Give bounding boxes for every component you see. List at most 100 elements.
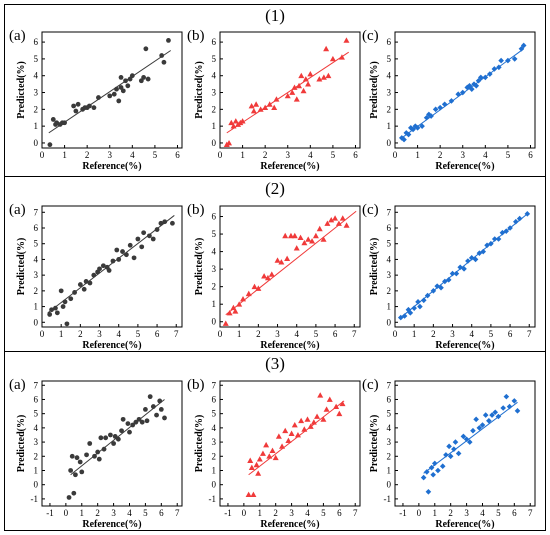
data-point [250, 491, 257, 498]
data-point [125, 421, 131, 427]
data-point [408, 125, 414, 131]
x-tick-label: 0 [393, 329, 398, 339]
panel-label: (a) [9, 202, 26, 218]
y-tick-label: 7 [34, 380, 39, 390]
data-point [158, 407, 164, 412]
data-point [261, 273, 268, 279]
data-point [478, 74, 484, 81]
data-point [473, 416, 479, 423]
data-point [54, 310, 60, 316]
x-tick-label: 2 [431, 329, 436, 339]
data-point [96, 456, 102, 462]
data-point [50, 117, 56, 122]
data-point [475, 77, 482, 84]
data-point [143, 46, 149, 52]
data-point [466, 439, 473, 445]
data-point [245, 491, 252, 498]
data-point [154, 412, 159, 418]
x-tick-label: 7 [175, 508, 180, 518]
data-point [262, 104, 269, 111]
data-point [301, 239, 308, 246]
data-point [150, 236, 156, 242]
data-point [305, 236, 312, 242]
plot-frame [219, 380, 361, 507]
y-tick-label: 1 [212, 121, 217, 131]
data-point [401, 136, 407, 143]
data-point [442, 278, 448, 285]
x-tick-label: 4 [308, 150, 313, 160]
data-point [75, 101, 81, 107]
data-point [110, 258, 116, 264]
data-point [298, 72, 305, 79]
y-tick-label: 6 [212, 212, 217, 222]
data-point [293, 245, 300, 251]
data-point [428, 464, 435, 471]
data-point [120, 249, 125, 254]
data-point [245, 290, 252, 297]
data-point [91, 105, 97, 111]
data-point [296, 82, 303, 89]
data-point [253, 101, 260, 107]
x-tick-label: 3 [460, 150, 465, 160]
data-point [332, 215, 339, 221]
data-point [279, 443, 286, 449]
data-point [162, 219, 168, 225]
data-point [138, 78, 144, 84]
data-point [464, 84, 471, 91]
data-point [405, 131, 412, 138]
data-point [118, 74, 124, 80]
x-tick-label: 1 [240, 150, 245, 160]
y-tick-label: 5 [387, 239, 392, 249]
data-point [302, 76, 309, 82]
data-point [166, 38, 171, 43]
data-point [486, 417, 492, 424]
y-axis-title: Predicted(%) [194, 415, 205, 473]
x-tick-label: 6 [337, 508, 342, 518]
fit-line [423, 401, 518, 474]
x-tick-label: 2 [95, 508, 100, 518]
y-axis-title: Predicted(%) [369, 61, 380, 119]
plot-frame [219, 205, 361, 328]
x-tick-label: 3 [464, 508, 469, 518]
data-point [297, 234, 304, 240]
data-point [129, 73, 135, 79]
x-tick-label: 5 [506, 150, 511, 160]
plot-frame [394, 205, 536, 328]
data-point [264, 274, 271, 281]
y-tick-label: -1 [31, 494, 39, 504]
data-point [465, 258, 471, 264]
data-point [506, 403, 513, 410]
data-point [288, 430, 295, 436]
data-point [282, 427, 289, 434]
x-tick-label: 1 [62, 150, 67, 160]
data-point [58, 288, 64, 294]
data-point [107, 93, 113, 99]
data-point [397, 314, 404, 321]
data-point [449, 270, 456, 277]
data-point [339, 215, 346, 221]
data-point [441, 101, 448, 108]
data-point [253, 461, 260, 468]
data-point [432, 106, 439, 113]
x-tick-label: 5 [153, 150, 158, 160]
data-point [92, 453, 97, 459]
x-tick-label: 7 [527, 329, 532, 339]
data-point [257, 106, 264, 112]
y-tick-label: 0 [212, 317, 217, 327]
y-tick-label: 5 [387, 54, 392, 64]
y-axis-title: Predicted(%) [16, 61, 27, 119]
data-point [507, 225, 513, 231]
x-tick-label: 3 [289, 508, 294, 518]
y-tick-label: 1 [34, 121, 39, 131]
x-axis-title: Reference(%) [435, 519, 494, 530]
data-point [135, 236, 141, 242]
data-point [144, 418, 150, 424]
y-tick-label: 7 [212, 380, 217, 390]
data-point [274, 257, 281, 263]
y-tick-label: 3 [212, 437, 217, 447]
data-point [271, 104, 278, 111]
x-axis-title: Reference(%) [435, 161, 494, 172]
fit-line [226, 51, 349, 134]
y-tick-label: 2 [212, 451, 217, 461]
